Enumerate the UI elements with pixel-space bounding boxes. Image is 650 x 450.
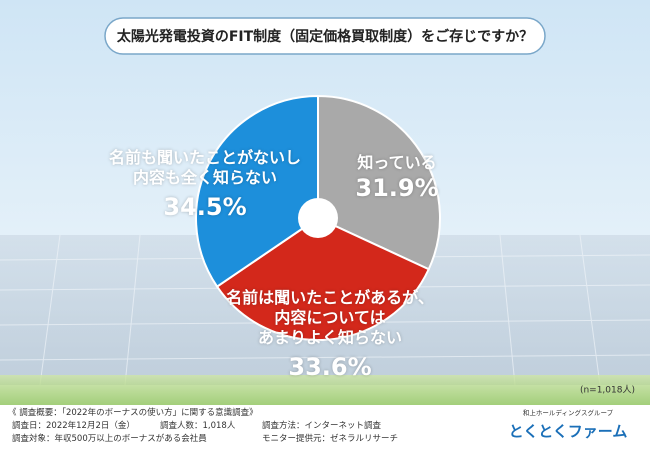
slice-value: 34.5% xyxy=(163,193,247,221)
donut-hole xyxy=(298,198,338,238)
footer-heading: 《 調査概要：「2022年のボーナスの使い方」に関する意識調査》 xyxy=(8,408,258,418)
grass xyxy=(0,375,650,405)
title-box xyxy=(104,17,546,55)
slice-value: 33.6% xyxy=(288,353,372,381)
logo-name: とくとくファーム xyxy=(509,423,628,441)
pie-slice xyxy=(195,94,319,288)
footer-item: 調査方法：インターネット調査 xyxy=(262,421,382,431)
pie-slice xyxy=(215,216,431,341)
slice-label: 知っている xyxy=(357,153,437,172)
slice-label: 名前は聞いたことがあるが、 内容については あまりよく知らない xyxy=(226,288,434,347)
footer-item: 調査対象：年収500万以上のボーナスがある会社員 xyxy=(12,434,207,444)
logo-group: 和上ホールディングスグループ xyxy=(523,408,614,417)
pie-slice xyxy=(317,94,441,271)
footer-item: 調査日：2022年12月2日（金） xyxy=(12,421,135,431)
slice-label: 名前も聞いたことがないし 内容も全く知らない xyxy=(108,148,302,187)
footer-band xyxy=(0,405,650,450)
sample-note: (n=1,018人) xyxy=(580,385,635,396)
footer-item: 調査人数：1,018人 xyxy=(160,421,236,431)
footer-item: モニター提供元：ゼネラルリサーチ xyxy=(262,434,399,444)
chart-title: 太陽光発電投資のFIT制度（固定価格買取制度）をご存じですか？ xyxy=(117,28,533,45)
slice-value: 31.9% xyxy=(355,174,439,202)
